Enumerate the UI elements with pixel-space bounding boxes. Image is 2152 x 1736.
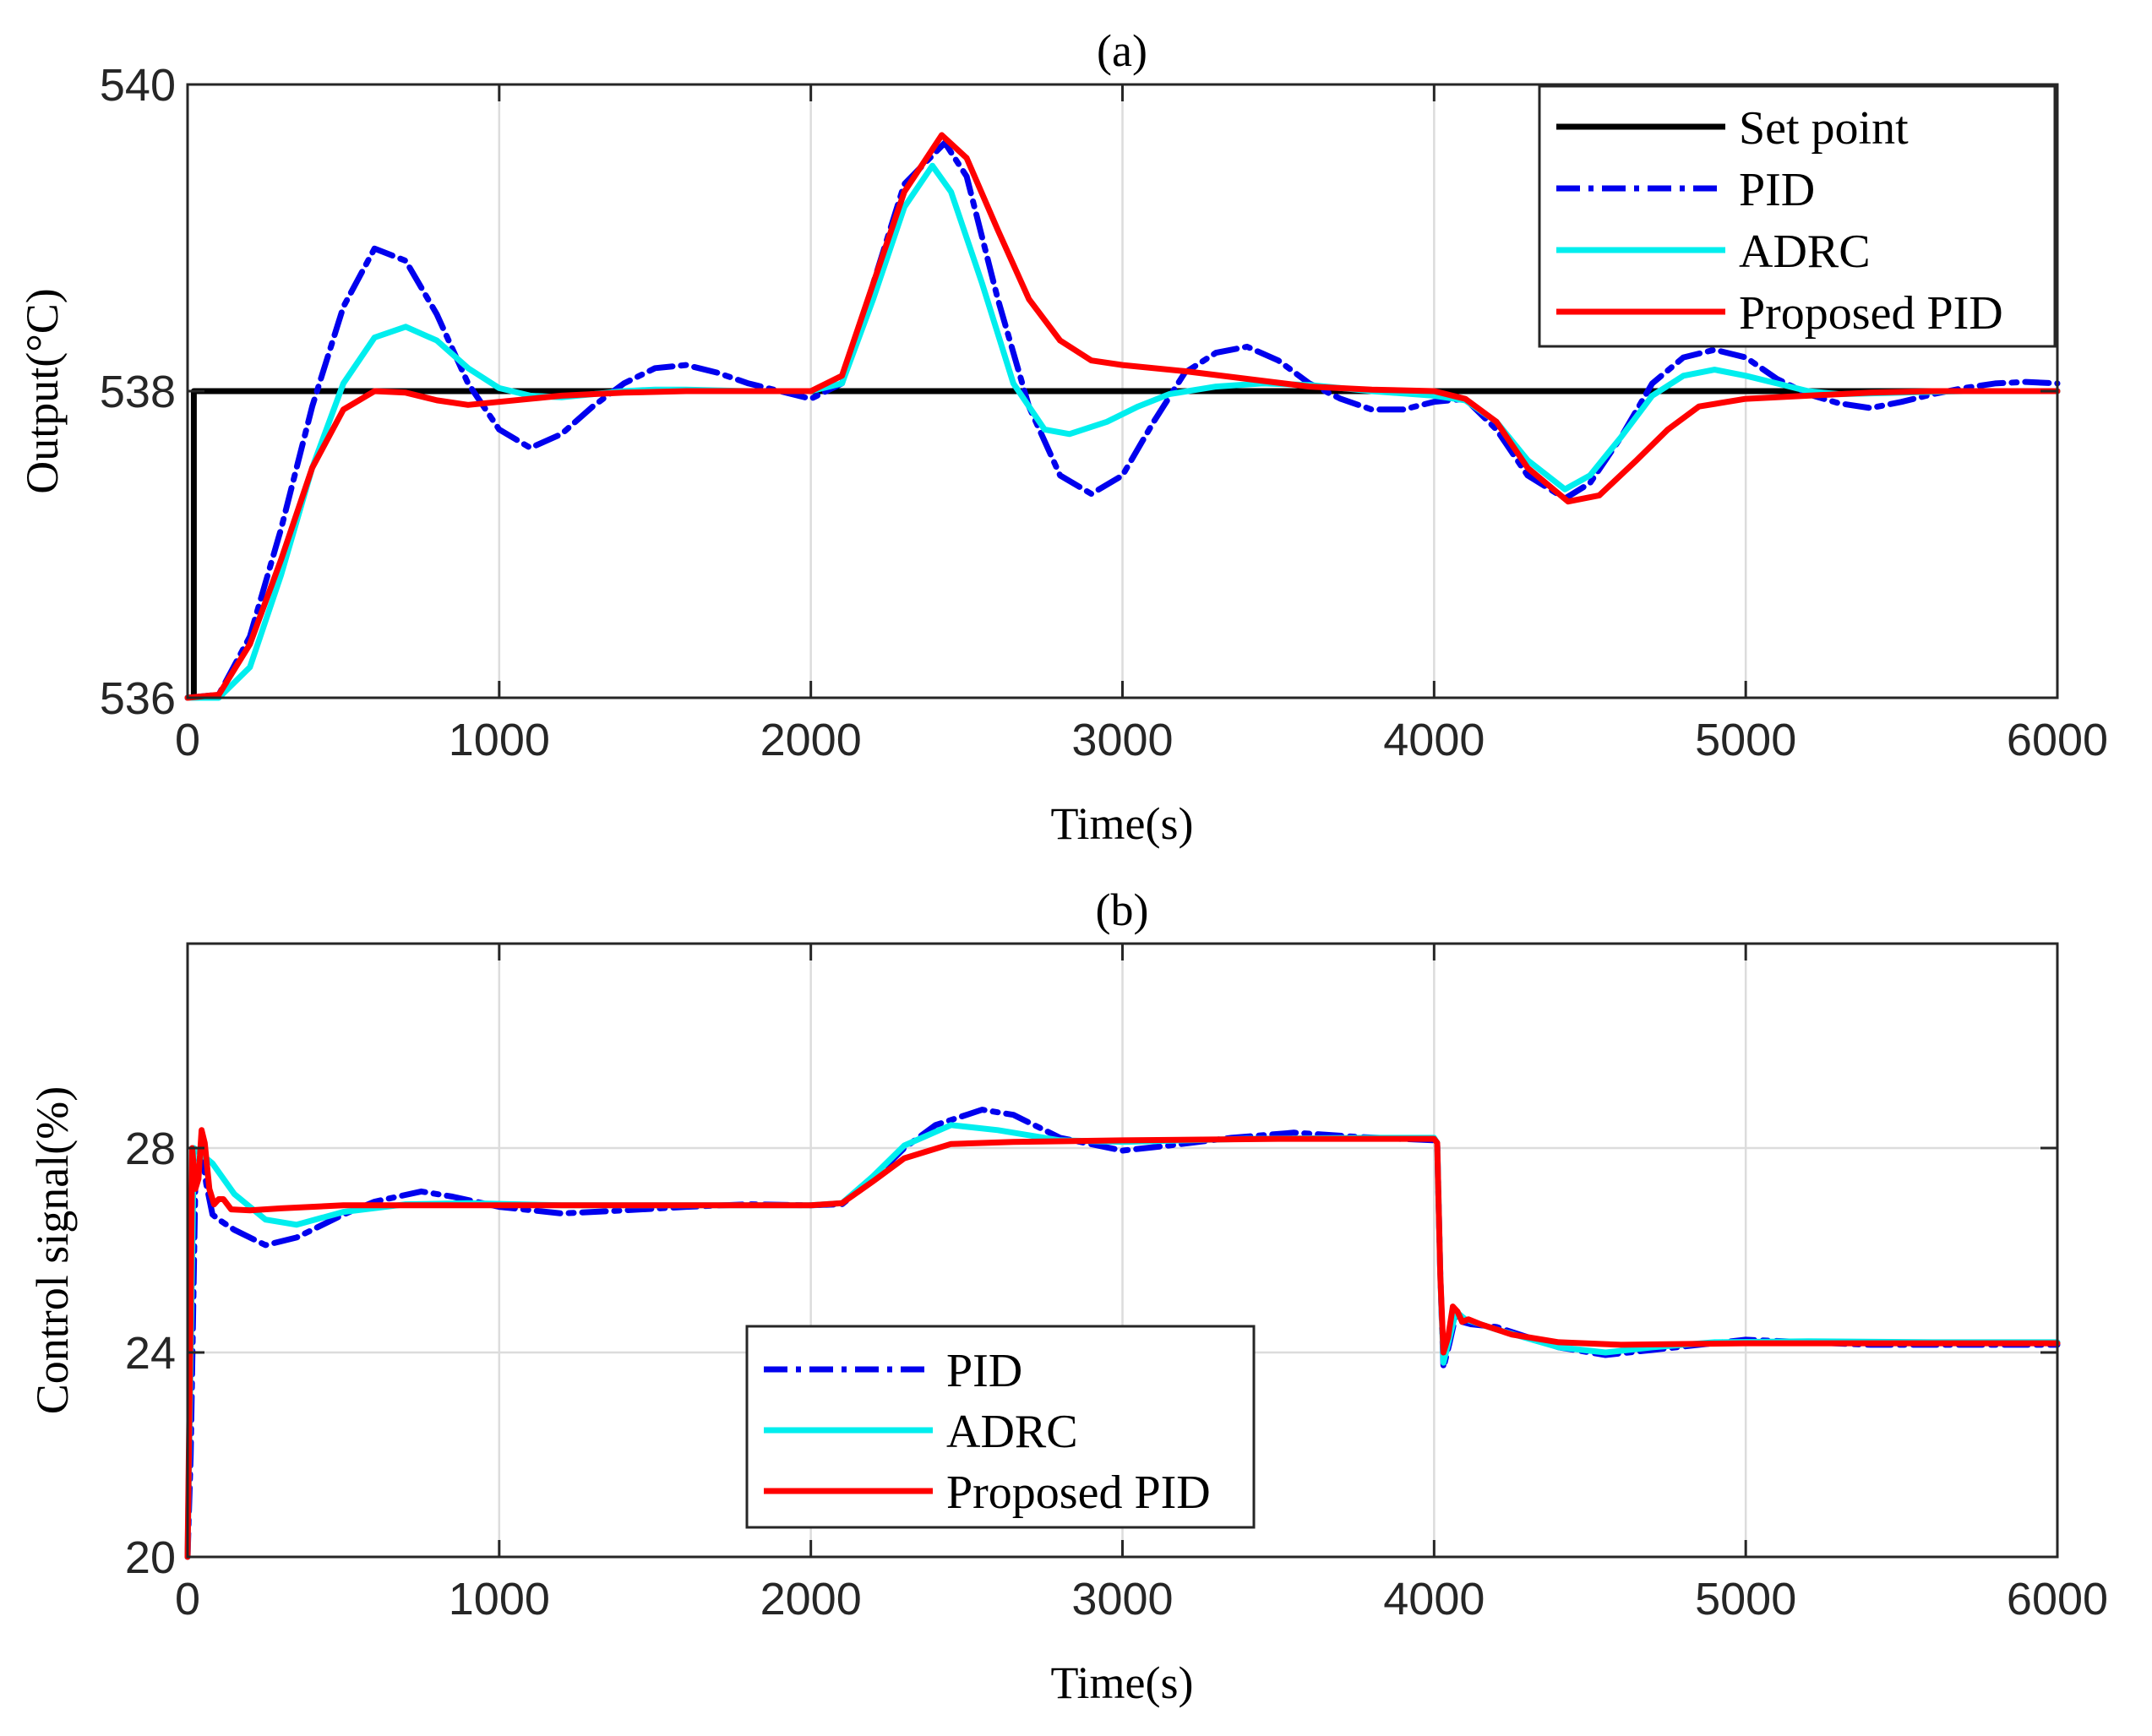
panel-b-x-tick-label: 2000: [760, 1574, 862, 1624]
panel-a-series-proposed-pid-line: [184, 132, 2061, 701]
panel-a-x-tick-label: 0: [175, 715, 200, 765]
legend-label-set-point: Set point: [1739, 102, 1909, 155]
panel-b-x-tick-label: 6000: [2007, 1574, 2108, 1624]
panel-a-y-tick-label: 538: [100, 367, 176, 417]
legend-item-proposed-pid-b: Proposed PID: [764, 1467, 1211, 1519]
panel-a-x-axis-label: Time(s): [1050, 798, 1193, 849]
panel-a-x-tick-label: 2000: [760, 715, 862, 765]
legend-item-proposed-pid: Proposed PID: [1556, 287, 2003, 340]
panel-a-x-tick-label: 1000: [449, 715, 550, 765]
panel-b-x-axis-label: Time(s): [1050, 1657, 1193, 1708]
legend-item-pid-b: PID: [764, 1345, 1022, 1397]
panel-a-x-tick-label: 3000: [1071, 715, 1173, 765]
panel-a-y-axis-label: Output(°C): [17, 288, 68, 494]
panel-a-x-tick-label: 4000: [1383, 715, 1485, 765]
panel-b-series-adrc-line: [184, 1122, 2061, 1560]
legend-item-adrc: ADRC: [1556, 226, 1871, 278]
panel-b-x-tick-label: 3000: [1071, 1574, 1173, 1624]
legend-label-adrc-b: ADRC: [946, 1406, 1078, 1458]
legend-item-adrc-b: ADRC: [764, 1406, 1078, 1458]
legend-item-set-point: Set point: [1556, 102, 1909, 155]
panel-b-x-ticks: 0 1000 2000 3000 4000 5000 6000: [175, 944, 2108, 1624]
panel-b-x-tick-label: 4000: [1383, 1574, 1485, 1624]
panel-a-x-ticks: 0 1000 2000 3000 4000 5000 6000: [175, 84, 2108, 765]
panel-b-series: [184, 1107, 2061, 1560]
legend-label-pid: PID: [1739, 164, 1815, 216]
panel-b-title: (b): [1096, 884, 1149, 935]
panel-b-x-tick-label: 0: [175, 1574, 200, 1624]
panel-b-legend: PID ADRC Proposed PID: [745, 1325, 1256, 1529]
legend-label-proposed-pid-b: Proposed PID: [946, 1467, 1211, 1519]
legend-label-adrc: ADRC: [1739, 226, 1871, 278]
legend-label-pid-b: PID: [946, 1345, 1022, 1397]
panel-b-y-tick-label: 20: [125, 1532, 176, 1583]
panel-a-title: (a): [1097, 25, 1147, 76]
panel-b: 0 1000 2000 3000 4000 5000 6000 20 24 28 (b) Tim…: [27, 884, 2108, 1708]
panel-a-series-pid-line: [184, 139, 2061, 701]
panel-a-x-tick-label: 6000: [2007, 715, 2108, 765]
panel-b-y-tick-label: 24: [125, 1328, 176, 1379]
panel-a-series-adrc-line: [184, 162, 2061, 701]
panel-a-legend: Set point PID ADRC Proposed PID: [1538, 84, 2057, 348]
panel-a-x-tick-label: 5000: [1695, 715, 1796, 765]
panel-a-y-tick-label: 536: [100, 673, 176, 724]
panel-b-y-axis-label: Control signal(%): [27, 1086, 78, 1414]
panel-b-y-ticks: 20 24 28: [125, 1124, 2057, 1583]
panel-b-y-tick-label: 28: [125, 1124, 176, 1174]
legend-label-proposed-pid: Proposed PID: [1739, 287, 2003, 340]
panel-b-series-proposed-pid-line: [184, 1127, 2061, 1560]
panel-a-y-tick-label: 540: [100, 60, 176, 111]
panel-b-x-tick-label: 1000: [449, 1574, 550, 1624]
panel-a-y-ticks: 536 538 540: [100, 60, 2057, 724]
panel-b-x-tick-label: 5000: [1695, 1574, 1796, 1624]
legend-item-pid: PID: [1556, 164, 1815, 216]
